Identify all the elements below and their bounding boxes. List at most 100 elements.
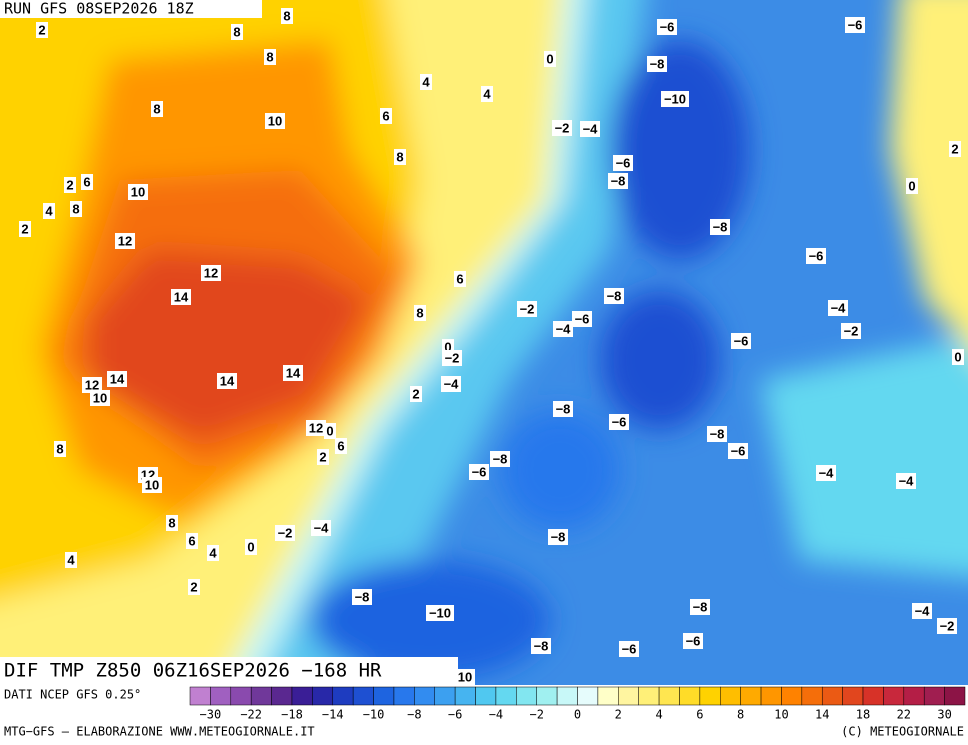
contour-label: −4 [314, 520, 330, 535]
colorbar-tick-label: 2 [615, 708, 622, 722]
contour-label-box [64, 177, 76, 193]
colorbar-swatch [475, 686, 497, 706]
colorbar-swatch [801, 686, 823, 706]
colorbar-swatch [740, 686, 762, 706]
colorbar-swatch [903, 686, 925, 706]
contour-label-box [912, 603, 932, 619]
contour-label: −4 [819, 465, 835, 480]
contour-label: 6 [337, 438, 344, 453]
contour-label: 6 [188, 533, 195, 548]
colorbar-tick-label: −14 [322, 708, 344, 722]
contour-label-box [115, 233, 135, 249]
contour-label-box [19, 221, 31, 237]
contour-label-box [608, 173, 628, 189]
contour-label-box [441, 376, 461, 392]
source-label: DATI NCEP GFS 0.25° [4, 688, 141, 702]
contour-label-box [952, 349, 964, 365]
contour-label: −2 [520, 301, 535, 316]
contour-label: 12 [204, 265, 218, 280]
contour-label: 8 [56, 441, 63, 456]
contour-label-box [207, 545, 219, 561]
contour-label: 0 [954, 349, 961, 364]
contour-label: 14 [220, 373, 235, 388]
contour-label: −6 [616, 155, 631, 170]
colorbar-swatch [536, 686, 558, 706]
colorbar-swatch [271, 686, 293, 706]
colorbar-swatch [393, 686, 415, 706]
contour-label: 8 [396, 149, 403, 164]
copyright-label: (C) METEOGIORNALE [841, 725, 964, 739]
contour-label-box [70, 201, 82, 217]
contour-label-box [690, 599, 710, 615]
colorbar-tick-label: 8 [737, 708, 744, 722]
colorbar-tick-label: 22 [897, 708, 911, 722]
contour-label-box [531, 638, 551, 654]
contour-label: 8 [266, 49, 273, 64]
contour-label: −6 [731, 443, 746, 458]
colorbar-swatch [352, 686, 374, 706]
colorbar-tick-label: 4 [655, 708, 662, 722]
colorbar-swatch [434, 686, 456, 706]
contour-label: −2 [940, 618, 955, 633]
contour-label: −10 [664, 91, 686, 106]
contour-label: 10 [268, 113, 282, 128]
contour-label-box [275, 525, 295, 541]
contour-label: −6 [809, 248, 824, 263]
colorbar-swatch [597, 686, 619, 706]
run-label: RUN GFS 08SEP2026 18Z [4, 0, 194, 18]
colorbar-swatch [210, 686, 232, 706]
contour-label-box [283, 365, 303, 381]
contour-label-box [217, 373, 237, 389]
contour-label: 4 [422, 74, 430, 89]
contour-label-box [186, 533, 198, 549]
contour-label-box [683, 633, 703, 649]
contour-label-box [609, 414, 629, 430]
contour-label-box [324, 423, 336, 439]
contour-label: −2 [445, 350, 460, 365]
colorbar-tick-label: −30 [200, 708, 222, 722]
colorbar-swatch [556, 686, 578, 706]
colorbar-swatch [618, 686, 639, 706]
contour-label: 4 [45, 203, 53, 218]
contour-label-box [231, 24, 243, 40]
contour-label: 14 [286, 365, 301, 380]
contour-label: 8 [72, 201, 79, 216]
colorbar-tick-label: −22 [240, 708, 262, 722]
contour-label: 2 [38, 22, 45, 37]
contour-label-box [306, 420, 326, 436]
contour-label-box [410, 386, 422, 402]
contour-label: 8 [233, 24, 240, 39]
contour-label: 14 [174, 289, 189, 304]
contour-label: 14 [110, 371, 125, 386]
contour-label-box [604, 288, 624, 304]
contour-label-box [352, 589, 372, 605]
contour-label-box [380, 108, 392, 124]
contour-label: 12 [85, 377, 99, 392]
contour-label: −8 [493, 451, 508, 466]
contour-label: −8 [650, 56, 665, 71]
contour-label-box [544, 51, 556, 67]
colorbar-swatch [454, 686, 476, 706]
colorbar-swatch [189, 686, 211, 706]
colorbar-tick-label: −18 [281, 708, 303, 722]
contour-label: −4 [899, 473, 915, 488]
contour-label-box [420, 74, 432, 90]
colorbar-tick-label: 30 [937, 708, 951, 722]
contour-label: −10 [429, 605, 451, 620]
contour-label-box [43, 203, 55, 219]
contour-label: −8 [607, 288, 622, 303]
contour-label: 0 [908, 178, 915, 193]
contour-label-box [710, 219, 730, 235]
contour-label: −4 [556, 321, 572, 336]
contour-label-box [166, 515, 178, 531]
contour-label: −8 [534, 638, 549, 653]
contour-label-box [937, 618, 957, 634]
contour-label-box [949, 141, 961, 157]
contour-label-box [481, 86, 493, 102]
contour-label-box [572, 311, 592, 327]
contour-label-box [728, 443, 748, 459]
contour-label: −8 [611, 173, 626, 188]
contour-label: 8 [283, 8, 290, 23]
contour-label-box [454, 271, 466, 287]
colorbar-swatch [577, 686, 599, 706]
